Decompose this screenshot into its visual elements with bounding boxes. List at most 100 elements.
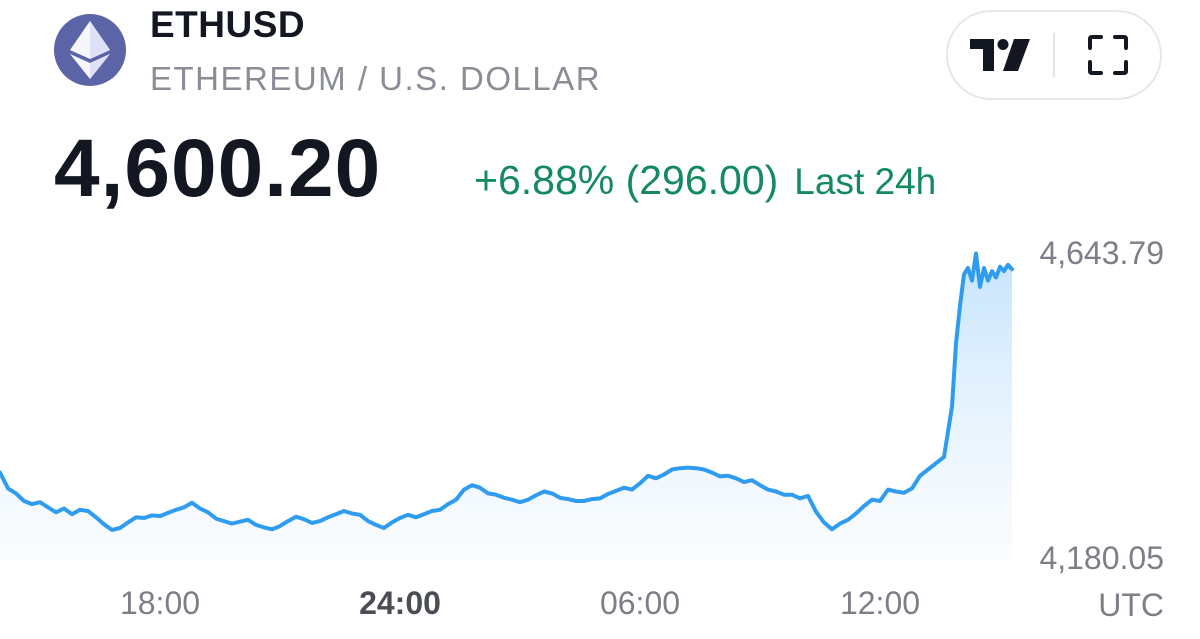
price-point	[878, 499, 882, 503]
price-point	[406, 513, 410, 516]
price-point	[38, 501, 42, 504]
price-point	[390, 521, 394, 524]
price-change: +6.88% (296.00) Last 24h	[474, 160, 936, 201]
price-point	[94, 516, 98, 519]
price-point	[958, 304, 962, 307]
price-point	[126, 521, 130, 524]
price-point	[806, 494, 810, 498]
price-point	[350, 512, 354, 515]
price-point	[374, 523, 378, 527]
price-point	[862, 504, 866, 508]
price-point	[78, 508, 82, 511]
price-point	[702, 468, 706, 471]
price-point	[614, 489, 618, 493]
price-point	[14, 492, 18, 495]
price-point	[326, 516, 330, 519]
price-point	[454, 498, 458, 501]
price-point	[134, 516, 138, 519]
change-value: +6.88% (296.00)	[474, 157, 779, 203]
price-point	[894, 490, 898, 493]
price-point	[358, 513, 362, 516]
price-point	[854, 512, 858, 515]
price-point	[630, 488, 634, 491]
price-point	[998, 265, 1002, 268]
price-point	[414, 516, 418, 519]
price-point	[270, 528, 274, 531]
current-price: 4,600.20	[54, 123, 382, 214]
price-point	[206, 511, 210, 514]
price-point	[254, 523, 258, 527]
price-point	[902, 491, 906, 494]
price-point	[518, 501, 522, 504]
price-point	[582, 499, 586, 503]
price-point	[798, 497, 802, 500]
price-point	[430, 509, 434, 513]
price-point	[966, 266, 970, 270]
price-point	[686, 466, 690, 469]
tradingview-logo-button[interactable]	[948, 12, 1053, 98]
price-series-line	[0, 251, 1014, 532]
price-point	[994, 276, 998, 279]
price-point	[198, 507, 202, 510]
price-point	[742, 480, 746, 484]
price-point	[1010, 268, 1014, 271]
price-point	[182, 506, 186, 509]
price-point	[766, 488, 770, 491]
price-point	[246, 518, 250, 521]
price-point	[814, 510, 818, 513]
price-point	[310, 521, 314, 525]
x-tick-label: 24:00	[359, 585, 441, 621]
price-point	[46, 506, 50, 509]
price-point	[230, 522, 234, 525]
price-point	[726, 474, 730, 477]
fullscreen-button[interactable]	[1055, 12, 1160, 98]
toolbar-divider	[1053, 33, 1055, 77]
price-point	[782, 493, 786, 496]
price-point	[986, 279, 990, 282]
y-tick-high: 4,643.79	[1039, 235, 1164, 271]
price-point	[606, 492, 610, 496]
price-point	[302, 518, 306, 521]
price-point	[238, 520, 242, 523]
price-point	[142, 516, 146, 520]
price-point	[214, 517, 218, 520]
price-point	[86, 509, 90, 513]
price-point	[846, 518, 850, 521]
price-point	[422, 513, 426, 516]
price-point	[758, 484, 762, 487]
price-point	[502, 496, 506, 499]
y-tick-low: 4,180.05	[1039, 540, 1164, 576]
price-point	[638, 482, 642, 485]
price-point	[830, 528, 834, 531]
price-point	[670, 468, 674, 471]
price-point	[954, 342, 958, 345]
price-point	[934, 462, 938, 465]
x-tick-label: 06:00	[600, 585, 680, 621]
price-point	[886, 488, 890, 491]
price-point	[334, 513, 338, 516]
tradingview-logo-icon	[969, 39, 1030, 71]
x-tick-label: 18:00	[120, 585, 200, 621]
price-point	[970, 279, 974, 282]
price-point	[622, 486, 626, 489]
price-point	[790, 493, 794, 496]
price-point	[294, 515, 298, 518]
timezone-label: UTC	[1098, 587, 1164, 623]
price-point	[558, 496, 562, 499]
ethereum-logo	[54, 14, 126, 86]
symbol-title: ETHUSD	[150, 4, 306, 45]
price-point	[918, 474, 922, 477]
price-point	[318, 519, 322, 523]
price-point	[590, 497, 594, 501]
change-period: Last 24h	[794, 161, 937, 202]
price-point	[774, 490, 778, 493]
price-point	[662, 473, 666, 476]
price-point	[174, 508, 178, 511]
price-point	[462, 488, 466, 491]
price-point	[278, 524, 282, 528]
price-point	[942, 455, 946, 459]
price-point	[962, 273, 966, 276]
price-point	[342, 509, 346, 513]
price-point	[398, 516, 402, 520]
